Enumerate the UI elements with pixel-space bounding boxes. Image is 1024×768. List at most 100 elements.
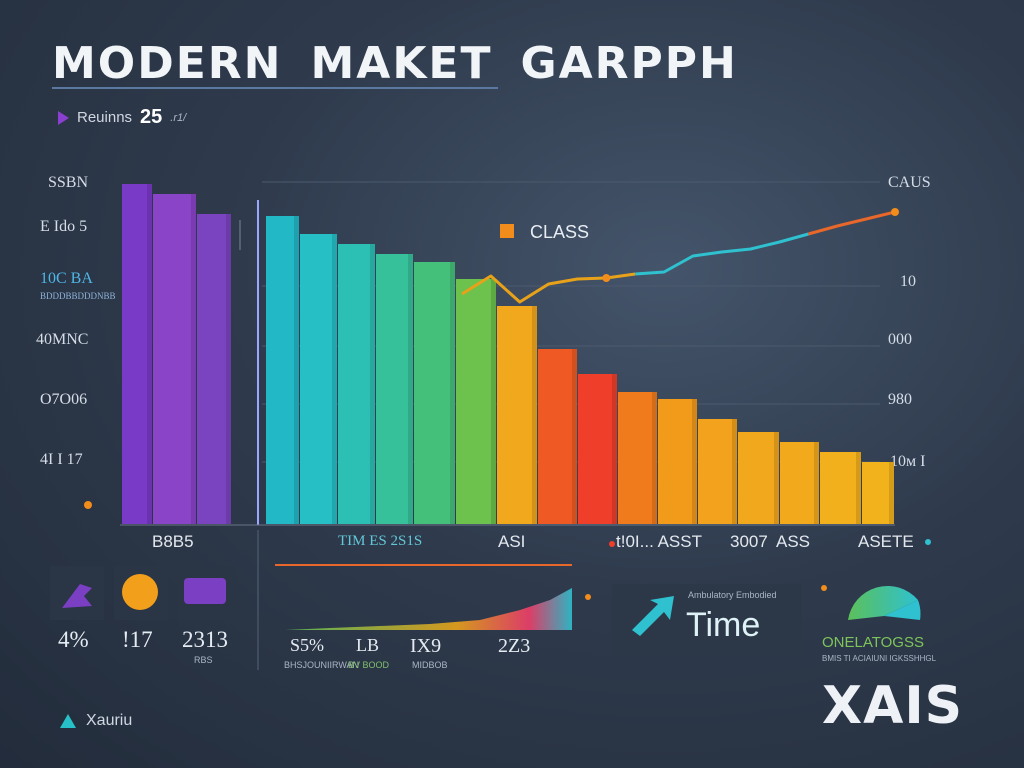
bar-shade <box>226 214 231 524</box>
dot-icon <box>84 501 92 509</box>
time-header: Ambulatory Embodied <box>688 590 777 600</box>
right-axis-label: CAUS <box>888 174 931 191</box>
stat-value: !17 <box>122 627 153 652</box>
title-underline <box>52 87 498 89</box>
bar <box>618 392 657 524</box>
bar-shade <box>856 452 861 524</box>
mini-chart-label: S5% <box>290 635 325 655</box>
time-tile: Ambulatory Embodied Time <box>612 584 802 656</box>
series-line <box>635 232 809 276</box>
y-axis-label: E Ido 5 <box>40 218 88 235</box>
bar-shade <box>814 442 819 524</box>
bar-shade <box>652 392 657 524</box>
bar <box>414 262 455 524</box>
title-word: MAKET <box>310 38 493 89</box>
subtitle: Reuinns 25 .r1/ <box>58 106 186 129</box>
bar <box>197 214 231 524</box>
right-axis-label: 000 <box>888 331 912 348</box>
y-axis-label: SSBN <box>48 174 89 191</box>
bar-shade <box>774 432 779 524</box>
y-axis-label: BDDDBBDDDNBB <box>40 291 116 301</box>
category-label: B8B5 <box>152 532 194 551</box>
dot-icon <box>821 585 827 591</box>
right-axis-label: 980 <box>888 391 912 408</box>
category-label: TIM ES 2S1S <box>338 533 423 549</box>
gauge-sub: BMIS TI ACIAIUNI IGKSSHHGL <box>822 654 937 663</box>
bar <box>738 432 779 524</box>
stat-value: 2313 <box>182 627 228 652</box>
bar <box>300 234 337 524</box>
bar <box>658 399 697 524</box>
category-label: ASS <box>776 532 811 551</box>
stat-value: 4% <box>58 627 89 652</box>
category-label: ASI <box>498 532 526 551</box>
bar-shade <box>147 184 152 524</box>
bar <box>497 306 537 524</box>
right-axis-label: 10ᴍ I <box>890 453 926 470</box>
bar-shade <box>450 262 455 524</box>
bar-shade <box>191 194 196 524</box>
bar-shade <box>408 254 413 524</box>
stat-tile <box>178 566 236 620</box>
bar <box>578 374 617 524</box>
bar-shade <box>889 462 894 524</box>
bar <box>153 194 196 524</box>
dot-icon <box>925 539 931 545</box>
stat-tile <box>50 566 104 620</box>
bar-shade <box>294 216 299 524</box>
right-axis-label: 10 <box>900 273 916 290</box>
category-label: ASETE <box>858 532 914 551</box>
page-title: MODERN MAKET GARPPH <box>52 38 766 89</box>
footer-label: Xauriu <box>86 712 133 729</box>
mini-chart-sub: MIDBOB <box>412 660 448 670</box>
mini-chart-label: IX9 <box>410 635 442 657</box>
gauge-segment <box>884 600 921 620</box>
bar-shade <box>491 279 496 524</box>
series-point <box>891 208 899 216</box>
bar-shade <box>732 419 737 524</box>
bar-shade <box>612 374 617 524</box>
title-word: MODERN <box>52 38 283 89</box>
mini-area-chart <box>285 588 572 630</box>
mini-chart-sub: BHSJOUNIIRWAN <box>284 660 360 670</box>
title-word: GARPPH <box>520 38 738 89</box>
subtitle-value: 25 <box>140 106 163 128</box>
bar <box>338 244 375 524</box>
mini-chart-label: LB <box>356 635 380 655</box>
bar-shade <box>572 349 577 524</box>
category-label: 3007 <box>730 532 768 551</box>
legend-label: CLASS <box>530 222 590 242</box>
bar <box>122 184 152 524</box>
card-icon <box>184 578 226 604</box>
category-label: t!0I... ASST <box>616 532 702 551</box>
arrow-icon <box>632 596 674 636</box>
bar <box>820 452 861 524</box>
bird-icon <box>62 584 92 608</box>
subtitle-suffix: .r1/ <box>170 111 187 124</box>
series-point <box>602 274 611 282</box>
time-label: Time <box>686 606 761 644</box>
footer: Xauriu <box>60 712 132 730</box>
bar-shade <box>332 234 337 524</box>
series-line <box>807 210 896 236</box>
circle-icon <box>122 574 158 610</box>
gauge-label: ONELATOGSS <box>822 634 924 651</box>
triangle-icon <box>60 714 76 728</box>
play-icon <box>58 110 69 125</box>
bar <box>376 254 413 524</box>
legend-swatch <box>500 224 514 238</box>
bar-group <box>122 184 894 524</box>
bar-shade <box>532 306 537 524</box>
gauge-icon <box>848 585 918 620</box>
mini-chart-label: 2Z3 <box>498 635 531 657</box>
y-axis-label: 40MNC <box>36 331 89 348</box>
stat-tile <box>114 566 168 620</box>
dot-icon <box>585 594 591 600</box>
stat-sub: RBS <box>194 655 213 665</box>
y-axis-label: O7O06 <box>40 391 88 408</box>
bar <box>266 216 299 524</box>
bar <box>538 349 577 524</box>
brand-logo: XAIS <box>822 676 964 736</box>
bar <box>780 442 819 524</box>
